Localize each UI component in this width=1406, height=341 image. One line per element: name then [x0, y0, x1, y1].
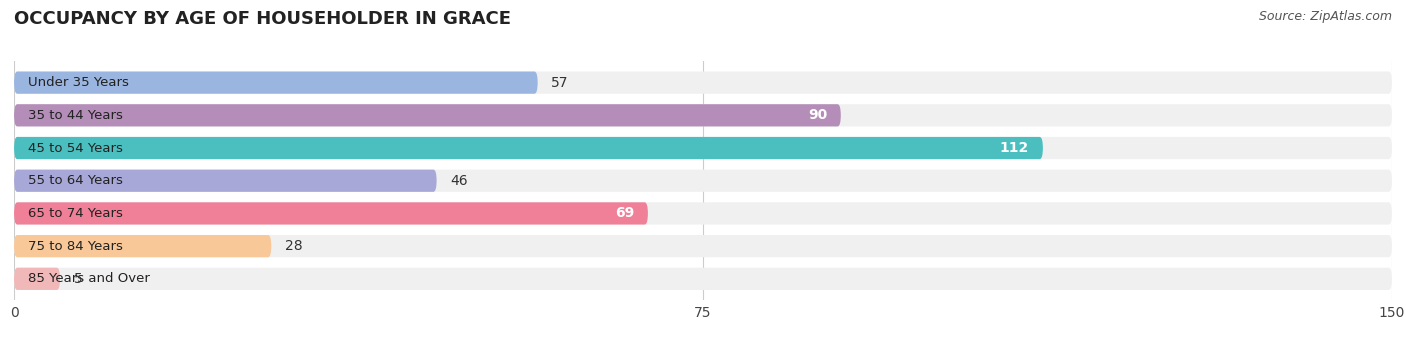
FancyBboxPatch shape	[14, 137, 1043, 159]
Text: 55 to 64 Years: 55 to 64 Years	[28, 174, 122, 187]
FancyBboxPatch shape	[14, 104, 841, 127]
Text: Source: ZipAtlas.com: Source: ZipAtlas.com	[1258, 10, 1392, 23]
FancyBboxPatch shape	[14, 72, 1392, 94]
Text: 45 to 54 Years: 45 to 54 Years	[28, 142, 122, 154]
FancyBboxPatch shape	[14, 72, 537, 94]
Text: 65 to 74 Years: 65 to 74 Years	[28, 207, 122, 220]
FancyBboxPatch shape	[14, 235, 1392, 257]
FancyBboxPatch shape	[14, 104, 1392, 127]
FancyBboxPatch shape	[14, 268, 60, 290]
Text: Under 35 Years: Under 35 Years	[28, 76, 129, 89]
Text: 69: 69	[614, 206, 634, 220]
Text: 57: 57	[551, 76, 569, 90]
Text: 90: 90	[808, 108, 827, 122]
FancyBboxPatch shape	[14, 202, 648, 224]
Text: 46: 46	[450, 174, 468, 188]
Text: 75 to 84 Years: 75 to 84 Years	[28, 240, 122, 253]
FancyBboxPatch shape	[14, 137, 1392, 159]
FancyBboxPatch shape	[14, 169, 1392, 192]
FancyBboxPatch shape	[14, 268, 1392, 290]
FancyBboxPatch shape	[14, 235, 271, 257]
FancyBboxPatch shape	[14, 202, 1392, 224]
Text: 35 to 44 Years: 35 to 44 Years	[28, 109, 122, 122]
FancyBboxPatch shape	[14, 169, 437, 192]
Text: 112: 112	[1000, 141, 1029, 155]
Text: 85 Years and Over: 85 Years and Over	[28, 272, 149, 285]
Text: 5: 5	[73, 272, 83, 286]
Text: 28: 28	[285, 239, 302, 253]
Text: OCCUPANCY BY AGE OF HOUSEHOLDER IN GRACE: OCCUPANCY BY AGE OF HOUSEHOLDER IN GRACE	[14, 10, 510, 28]
